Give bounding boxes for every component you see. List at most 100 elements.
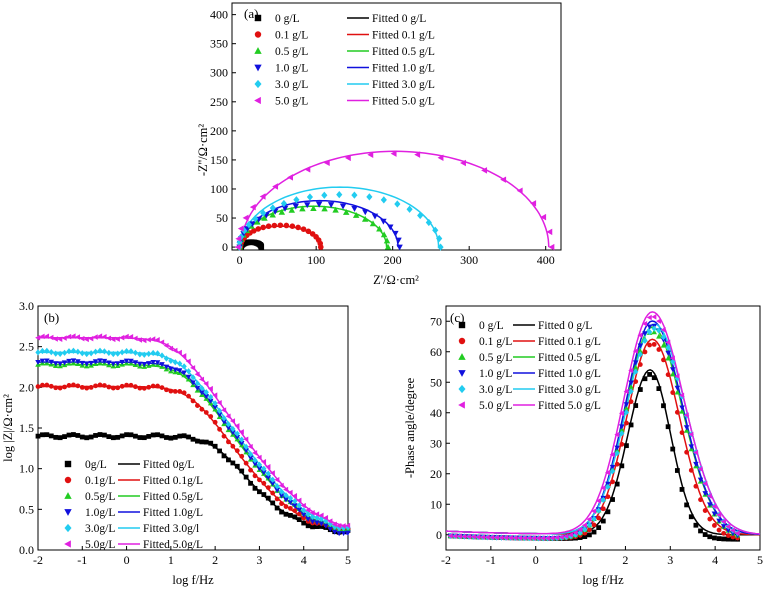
panel-b-point	[106, 384, 112, 390]
panel-a-point	[516, 187, 523, 194]
panel-b-point	[226, 439, 231, 445]
panel-c-point	[535, 535, 541, 541]
panel-b-point	[101, 348, 108, 355]
panel-b-point	[239, 436, 245, 443]
panel-b-point	[35, 359, 41, 366]
panel-b-point	[172, 359, 178, 366]
panel-b-point	[278, 488, 285, 495]
panel-c-legend-label: 0 g/L	[479, 320, 504, 332]
panel-b-point	[119, 359, 125, 365]
panel-c-ytick-label: 10	[430, 497, 442, 511]
panel-a-ytick-label: 400	[210, 8, 228, 22]
panel-b-point	[217, 448, 222, 454]
panel-c-point	[609, 468, 616, 475]
panel-b-point	[327, 518, 333, 524]
panel-b-point	[40, 382, 45, 388]
panel-c-point	[651, 375, 657, 381]
panel-b-point	[234, 448, 240, 454]
panel-c-point	[656, 347, 662, 352]
panel-b-point	[190, 365, 196, 371]
panel-a-point	[321, 191, 328, 199]
panel-b-point	[79, 350, 85, 357]
panel-c-xtick-label: 3	[667, 553, 673, 567]
panel-b-point	[207, 385, 213, 392]
panel-b-point	[84, 385, 90, 391]
panel-a-point	[299, 205, 306, 212]
panel-b-point	[35, 349, 41, 356]
panel-b-point	[198, 376, 205, 383]
panel-a-point	[265, 223, 272, 230]
panel-c-point	[632, 360, 639, 366]
panel-a-point	[351, 205, 358, 212]
panel-c-ytick-label: 20	[430, 467, 442, 481]
panel-b-xtick-label: 3	[256, 553, 262, 567]
panel-b-legend-label: 0.5g/L	[85, 491, 115, 503]
panel-c-point	[503, 534, 509, 541]
panel-a-point	[249, 221, 256, 228]
panel-b-point	[84, 350, 90, 358]
panel-c-point	[614, 450, 620, 457]
panel-b-point	[106, 434, 112, 440]
panel-b-point	[234, 463, 240, 469]
panel-b-legend-marker	[64, 476, 72, 484]
panel-c-point	[586, 532, 592, 538]
panel-a-data-points	[234, 150, 555, 251]
panel-b-point	[296, 502, 302, 509]
panel-c-point	[688, 467, 694, 473]
panel-b-point	[92, 334, 98, 340]
panel-b-point	[217, 426, 222, 432]
panel-b-point	[309, 513, 316, 520]
panel-b-point	[115, 434, 121, 440]
panel-b-point	[309, 510, 315, 516]
panel-b-point	[194, 385, 201, 391]
panel-b-point	[57, 385, 63, 391]
panel-a-ytick-label: 200	[210, 124, 228, 138]
panel-b-point	[167, 345, 174, 352]
panel-b-point	[270, 500, 276, 506]
panel-b-point	[314, 511, 320, 517]
panel-b-point	[150, 432, 156, 438]
panel-c-point	[693, 522, 699, 528]
panel-a-point	[281, 205, 289, 212]
panel-c-point	[651, 314, 657, 320]
panel-b-point	[230, 425, 236, 433]
panel-b-point	[208, 393, 214, 401]
panel-c-point	[665, 355, 671, 361]
panel-c-point	[484, 534, 490, 540]
panel-b-point	[279, 501, 284, 507]
panel-c-point	[707, 534, 713, 540]
panel-c-point	[646, 328, 653, 336]
panel-b-point	[248, 480, 253, 486]
panel-a-legend-label: 1.0 g/L	[275, 63, 308, 75]
panel-c-point	[623, 388, 629, 395]
panel-b-point	[252, 450, 258, 456]
panel-b-point	[194, 371, 200, 377]
panel-a-point	[343, 208, 350, 215]
panel-b-point	[88, 434, 94, 440]
panel-c-ytick-label: 70	[430, 314, 442, 328]
panel-c-point	[730, 534, 736, 540]
panel-b-point	[269, 470, 275, 476]
panel-b-point	[305, 511, 311, 518]
panel-b-point	[256, 461, 263, 468]
panel-a-point	[530, 200, 537, 207]
panel-b-point	[296, 511, 302, 517]
panel-b-point	[164, 387, 169, 393]
panel-a-point	[237, 225, 244, 232]
panel-c-legend: 0 g/L Fitted 0 g/L 0.1 g/L Fitted 0.1 g/L 0.…	[458, 320, 601, 412]
panel-b-point	[195, 438, 200, 444]
panel-c-point	[716, 518, 722, 524]
panel-b-point	[261, 465, 267, 472]
panel-c-point	[582, 534, 588, 539]
panel-b-point	[239, 468, 245, 474]
panel-c-point	[623, 409, 630, 416]
panel-b-point	[66, 432, 72, 438]
panel-b-point	[243, 448, 249, 454]
panel-c-legend-fit-label: Fitted 3.0 g/L	[538, 384, 601, 396]
panel-c-point	[549, 535, 555, 541]
panel-c-point	[706, 493, 712, 499]
panel-b-point	[230, 460, 236, 466]
panel-b-point	[172, 389, 178, 394]
panel-b-point	[261, 470, 267, 476]
